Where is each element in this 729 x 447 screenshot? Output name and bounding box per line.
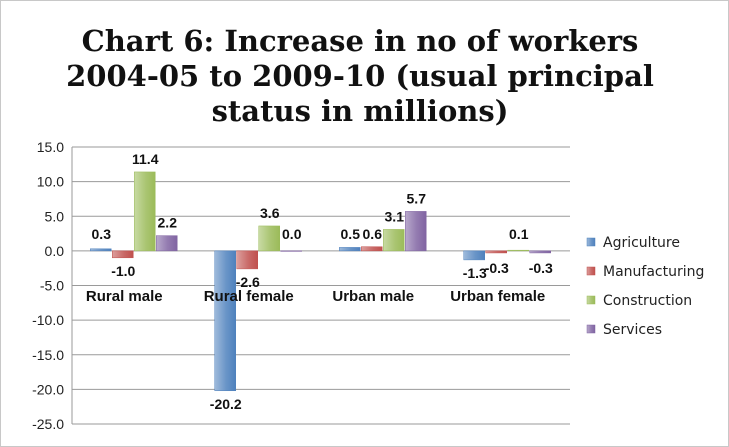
y-axis: 15.0 10.0 5.0 0.0 -5.0 -10.0 -15.0 -20.0 -25.0 <box>32 139 73 432</box>
chart-title: Chart 6: Increase in no of workers 2004-… <box>40 24 680 129</box>
bar-services-urban-male <box>405 211 427 252</box>
bar-agriculture-rural-male <box>90 248 112 252</box>
bar-agriculture-urban-female <box>463 250 485 261</box>
data-label: 0.1 <box>509 226 529 242</box>
category-label: Rural female <box>204 288 294 305</box>
bar-services-rural-female <box>280 250 302 252</box>
y-tick-label: 5.0 <box>45 208 65 224</box>
data-label: 0.3 <box>92 226 112 242</box>
data-label: 2.2 <box>158 215 178 231</box>
bar-construction-urban-male <box>383 229 405 252</box>
legend-label: Manufacturing <box>603 264 704 280</box>
data-label: -0.3 <box>485 260 509 276</box>
legend-swatch <box>586 266 596 276</box>
bar-manufacturing-rural-female <box>236 250 258 270</box>
chart-title-line-3: status in millions) <box>211 94 509 128</box>
data-label: 0.0 <box>282 226 302 242</box>
data-label: 0.6 <box>363 226 383 242</box>
category-label: Urban male <box>332 288 414 305</box>
category-label: Urban female <box>450 288 545 305</box>
y-tick-label: 0.0 <box>45 243 65 259</box>
data-label: 11.4 <box>132 151 159 167</box>
data-label: -2.6 <box>236 274 260 290</box>
data-label: 0.5 <box>341 226 361 242</box>
legend-swatch <box>586 295 596 305</box>
y-tick-label: -15.0 <box>32 347 64 363</box>
legend-label: Agriculture <box>603 235 680 251</box>
y-tick-label: 15.0 <box>37 139 64 155</box>
legend-label: Construction <box>603 293 692 309</box>
legend-label: Services <box>603 322 662 338</box>
y-tick-label: -5.0 <box>40 278 64 294</box>
y-tick-label: -10.0 <box>32 312 64 328</box>
data-label: 5.7 <box>407 190 427 206</box>
data-label: -20.2 <box>210 396 242 412</box>
chart-title-line-2: 2004-05 to 2009-10 (usual principal <box>66 59 654 93</box>
bar-services-urban-female <box>529 250 551 254</box>
y-tick-label: 10.0 <box>37 174 64 190</box>
bar-agriculture-rural-female <box>214 250 236 392</box>
bar-manufacturing-urban-male <box>361 246 383 252</box>
bars <box>90 171 551 392</box>
y-tick-label: -25.0 <box>32 416 64 432</box>
legend-swatch <box>586 237 596 247</box>
category-labels: Rural male Rural female Urban male Urban fe… <box>86 288 545 305</box>
bar-construction-rural-male <box>134 171 156 252</box>
y-tick-label: -20.0 <box>32 381 64 397</box>
bar-construction-urban-female <box>507 249 529 252</box>
data-label: -1.3 <box>463 265 487 281</box>
chart-title-line-1: Chart 6: Increase in no of workers <box>81 24 639 58</box>
bar-manufacturing-urban-female <box>485 250 507 254</box>
category-label: Rural male <box>86 288 163 305</box>
data-label: 3.6 <box>260 205 280 221</box>
bar-services-rural-male <box>156 235 178 252</box>
legend: Agriculture Manufacturing Construction Serv… <box>586 235 704 338</box>
data-labels: 0.3 -1.0 11.4 2.2 -20.2 -2.6 3.60.0 0.5 0.63.15.… <box>92 151 554 412</box>
data-label: -1.0 <box>111 263 135 279</box>
data-label: -0.3 <box>529 260 553 276</box>
bar-agriculture-urban-male <box>339 247 361 252</box>
bar-manufacturing-rural-male <box>112 250 134 259</box>
data-label: 3.1 <box>385 208 405 224</box>
legend-swatch <box>586 324 596 334</box>
bar-construction-rural-female <box>258 225 280 252</box>
